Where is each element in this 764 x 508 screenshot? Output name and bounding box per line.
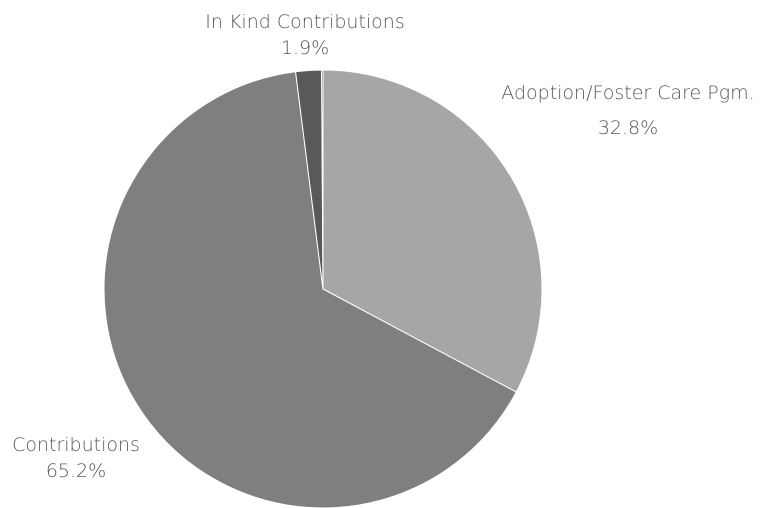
slice-label-adoption-foster-care-pgm: Adoption/Foster Care Pgm. bbox=[501, 82, 754, 104]
pie-slice-contributions bbox=[103, 71, 517, 508]
slice-label-contributions: Contributions bbox=[12, 434, 140, 456]
pie-slice-adoption-foster-care-pgm bbox=[322, 69, 543, 393]
slice-value-label-contributions: 65.2% bbox=[46, 460, 106, 482]
slice-labels: Adoption/Foster Care Pgm. 32.8% Contributi… bbox=[12, 11, 755, 482]
slice-label-in-kind-contributions: In Kind Contributions bbox=[205, 11, 404, 33]
pie-slices bbox=[103, 69, 543, 508]
slice-value-label-in-kind-contributions: 1.9% bbox=[281, 37, 329, 59]
slice-value-label-adoption-foster-care-pgm: 32.8% bbox=[598, 117, 658, 139]
pie-slice-unlabeled bbox=[321, 69, 324, 290]
